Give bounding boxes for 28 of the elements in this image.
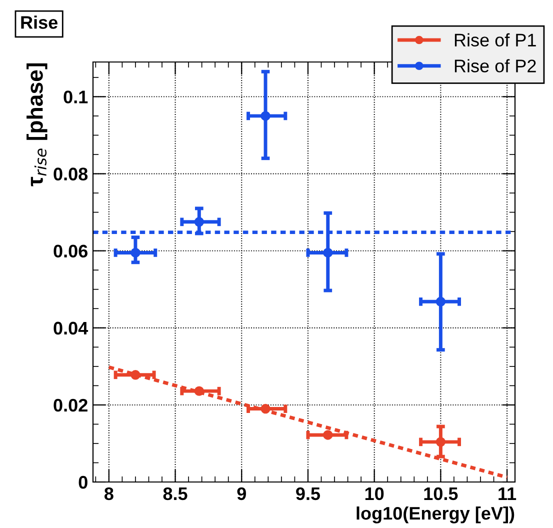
point [194, 386, 204, 396]
y-tick-label: 0.1 [64, 90, 88, 104]
point [260, 404, 270, 414]
legend-label: Rise of P2 [454, 59, 536, 72]
y-tick-label: 0.08 [54, 168, 88, 180]
y-tick-label: 0.04 [54, 322, 88, 335]
point [436, 296, 446, 307]
x-axis-title: log10(Energy [eV]) [356, 506, 514, 524]
legend-label: Rise of P1 [454, 33, 536, 47]
point [194, 217, 204, 227]
x-tick-label: 9 [237, 487, 246, 500]
x-tick-label: 10 [365, 487, 384, 500]
x-tick-label: 8 [104, 487, 114, 500]
x-tick-label: 11 [498, 488, 516, 500]
x-tick-label: 10.5 [424, 487, 458, 500]
y-tick-label: 0.06 [54, 244, 88, 258]
y-tick-label: 0.02 [54, 398, 88, 412]
x-tick-label: 9.5 [296, 487, 320, 500]
point [130, 370, 140, 380]
point [130, 248, 140, 258]
point [323, 248, 333, 258]
point [436, 437, 446, 447]
point [260, 111, 270, 121]
y-axis-title: τ$_{rise}$ [phase] [26, 63, 48, 186]
chart-title: Rise [21, 16, 58, 29]
x-tick-label: 8.5 [163, 487, 188, 500]
y-tick-label: 0 [78, 476, 88, 489]
point [323, 430, 333, 440]
